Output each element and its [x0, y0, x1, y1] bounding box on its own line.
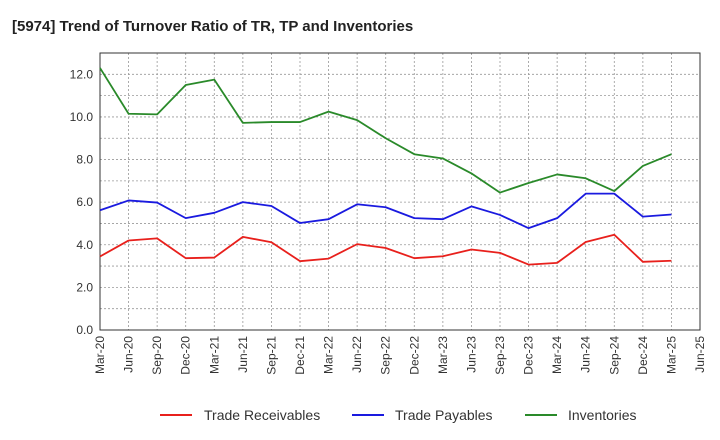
x-tick-label: Mar-24 [550, 336, 564, 374]
legend-label-trade-payables: Trade Payables [395, 407, 493, 423]
series-lines [99, 67, 672, 266]
x-tick-label: Dec-21 [293, 336, 307, 375]
legend-label-trade-receivables: Trade Receivables [204, 407, 320, 423]
y-tick-label: 2.0 [76, 280, 93, 294]
x-tick-label: Dec-22 [407, 336, 421, 375]
series-line-trade-receivables [99, 233, 672, 266]
legend: Trade Receivables Trade Payables Inventori… [160, 407, 636, 423]
plot-area [100, 53, 700, 330]
x-tick-label: Mar-22 [322, 336, 336, 374]
x-tick-label: Jun-22 [350, 336, 364, 373]
x-tick-label: Dec-24 [636, 336, 650, 375]
x-tick-label: Mar-23 [436, 336, 450, 374]
grid [100, 53, 700, 330]
x-tick-label: Mar-21 [207, 336, 221, 374]
y-tick-label: 0.0 [76, 323, 93, 337]
series-line-inventories [99, 67, 672, 194]
x-tick-label: Jun-23 [464, 336, 478, 373]
x-tick-label: Dec-20 [179, 336, 193, 375]
x-tick-label: Mar-20 [93, 336, 107, 374]
x-tick-label: Sep-23 [493, 336, 507, 375]
x-tick-label: Jun-24 [579, 336, 593, 373]
axes: 0.0 2.0 4.0 6.0 8.0 10.0 12.0 Mar-20 Jun-20 Sep-2… [70, 52, 707, 375]
legend-label-inventories: Inventories [568, 407, 636, 423]
x-tick-label: Sep-21 [264, 336, 278, 375]
y-tick-label: 10.0 [70, 110, 94, 124]
x-tick-label: Sep-24 [607, 336, 621, 375]
y-tick-label: 4.0 [76, 238, 93, 252]
x-tick-label: Jun-25 [693, 336, 707, 373]
x-tick-label: Mar-25 [664, 336, 678, 374]
plot-border [99, 52, 701, 331]
x-tick-label: Dec-23 [522, 336, 536, 375]
x-tick-label: Sep-20 [150, 336, 164, 375]
y-tick-label: 12.0 [70, 67, 94, 81]
x-tick-label: Jun-20 [122, 336, 136, 373]
x-tick-label: Jun-21 [236, 336, 250, 373]
y-tick-label: 8.0 [76, 153, 93, 167]
chart-title: [5974] Trend of Turnover Ratio of TR, TP… [12, 18, 413, 35]
x-tick-label: Sep-22 [379, 336, 393, 375]
y-tick-label: 6.0 [76, 195, 93, 209]
series-line-trade-payables [99, 192, 672, 230]
